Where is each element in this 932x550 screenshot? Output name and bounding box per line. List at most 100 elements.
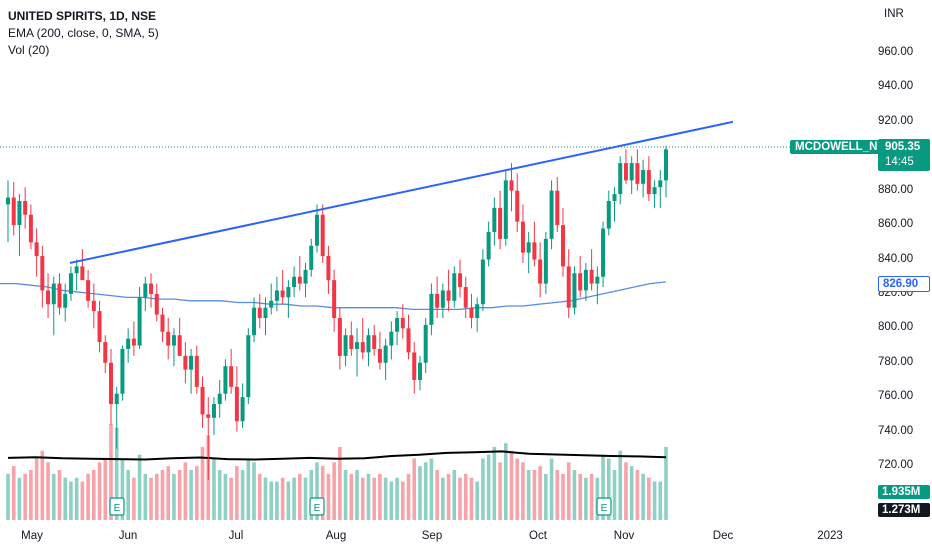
volume-bar bbox=[51, 473, 56, 520]
volume-bar bbox=[584, 477, 588, 520]
candle-body bbox=[658, 180, 663, 188]
volume-bar bbox=[240, 470, 245, 520]
volume-bar bbox=[469, 477, 474, 520]
earnings-marker bbox=[596, 497, 612, 516]
candle-body bbox=[17, 200, 22, 226]
volume-bar bbox=[120, 458, 125, 520]
candle-body bbox=[149, 283, 154, 294]
last-price: 905.35 bbox=[885, 141, 921, 153]
candle-body bbox=[509, 180, 514, 191]
candle-body bbox=[86, 280, 91, 301]
candle-body bbox=[503, 180, 508, 239]
candle-body bbox=[475, 304, 480, 319]
candle-body bbox=[91, 300, 96, 312]
volume-bar bbox=[401, 481, 405, 520]
y-tick-label: 720.00 bbox=[878, 459, 914, 471]
volume-bar bbox=[452, 470, 457, 520]
volume-bar bbox=[126, 470, 130, 520]
candle-body bbox=[217, 393, 222, 405]
candle-body bbox=[366, 335, 371, 353]
y-tick-label: 780.00 bbox=[878, 355, 914, 368]
volume-bar bbox=[664, 446, 668, 520]
volume-bar bbox=[217, 470, 222, 520]
volume-bar bbox=[486, 454, 491, 520]
volume-bar bbox=[383, 477, 388, 520]
candle-body bbox=[406, 328, 411, 353]
trend-line bbox=[69, 120, 734, 264]
earnings-marker bbox=[109, 497, 125, 516]
candle-body bbox=[114, 393, 119, 405]
y-tick-label: 880.00 bbox=[878, 183, 914, 196]
y-tick-label: 800.00 bbox=[878, 321, 914, 334]
volume-bar bbox=[338, 446, 342, 520]
candle-body bbox=[623, 163, 628, 181]
volume-bar bbox=[17, 477, 22, 520]
volume-bar bbox=[509, 450, 514, 520]
volume-bar bbox=[177, 470, 182, 520]
volume-ma-line bbox=[7, 450, 667, 461]
volume-bar bbox=[149, 477, 153, 520]
volume-bar bbox=[212, 458, 216, 520]
candle-body bbox=[549, 190, 554, 239]
candle-body bbox=[652, 187, 657, 195]
y-tick-label: 740.00 bbox=[878, 424, 914, 437]
volume-bar bbox=[526, 470, 531, 520]
candle-body bbox=[189, 355, 194, 370]
candle-body bbox=[429, 293, 434, 325]
volume-bar bbox=[458, 477, 462, 520]
volume-bar bbox=[349, 473, 354, 520]
candle-body bbox=[154, 293, 159, 315]
volume-bar bbox=[378, 473, 382, 520]
volume-bar bbox=[641, 473, 645, 520]
volume-bar bbox=[463, 473, 468, 520]
volume-bar bbox=[544, 473, 548, 520]
volume-bar bbox=[46, 462, 50, 520]
ema-indicator-label[interactable]: EMA (200, close, 0, SMA, 5) bbox=[8, 26, 159, 40]
candle-body bbox=[63, 293, 68, 308]
y-tick-label: 920.00 bbox=[878, 114, 914, 127]
volume-bar bbox=[200, 446, 205, 520]
candle-body bbox=[183, 355, 188, 370]
volume-bar bbox=[315, 462, 319, 520]
volume-bar bbox=[252, 462, 256, 520]
candle-body bbox=[11, 197, 16, 226]
volume-bar bbox=[555, 470, 560, 520]
ema-value-badge: 826.90 bbox=[878, 276, 930, 292]
candle-body bbox=[641, 170, 646, 184]
volume-bar bbox=[366, 473, 371, 520]
candle-body bbox=[314, 214, 319, 246]
candle-body bbox=[274, 290, 279, 301]
volume-bar bbox=[498, 462, 502, 520]
volume-bar bbox=[154, 473, 159, 520]
volume-bar bbox=[74, 477, 79, 520]
candle-body bbox=[589, 269, 594, 284]
candle-body bbox=[206, 414, 211, 418]
candle-body bbox=[194, 355, 199, 387]
candle-body bbox=[383, 345, 388, 363]
earnings-label: E bbox=[114, 503, 121, 514]
candle-body bbox=[572, 273, 577, 308]
candle-body bbox=[343, 335, 348, 356]
candle-body bbox=[360, 342, 365, 353]
x-tick-label: 2023 bbox=[817, 530, 843, 542]
volume-bar bbox=[418, 466, 422, 520]
volume-bar bbox=[132, 477, 136, 520]
candle-body bbox=[612, 194, 617, 201]
candle-body bbox=[166, 331, 171, 346]
volume-bar bbox=[572, 470, 577, 520]
candle-body bbox=[257, 307, 262, 319]
volume-indicator-label[interactable]: Vol (20) bbox=[8, 43, 50, 57]
volume-bar bbox=[412, 458, 417, 520]
x-tick-label: Sep bbox=[421, 530, 443, 542]
volume-bar bbox=[11, 466, 16, 520]
volume-bar bbox=[429, 458, 434, 520]
candle-body bbox=[297, 276, 302, 284]
candle-body bbox=[326, 256, 331, 281]
candle-body bbox=[6, 197, 10, 205]
candle-body bbox=[463, 287, 468, 308]
volume-bar bbox=[97, 462, 102, 520]
volume-ma-badge: 1.273M bbox=[878, 503, 930, 517]
bar-countdown: 14:45 bbox=[885, 156, 914, 168]
